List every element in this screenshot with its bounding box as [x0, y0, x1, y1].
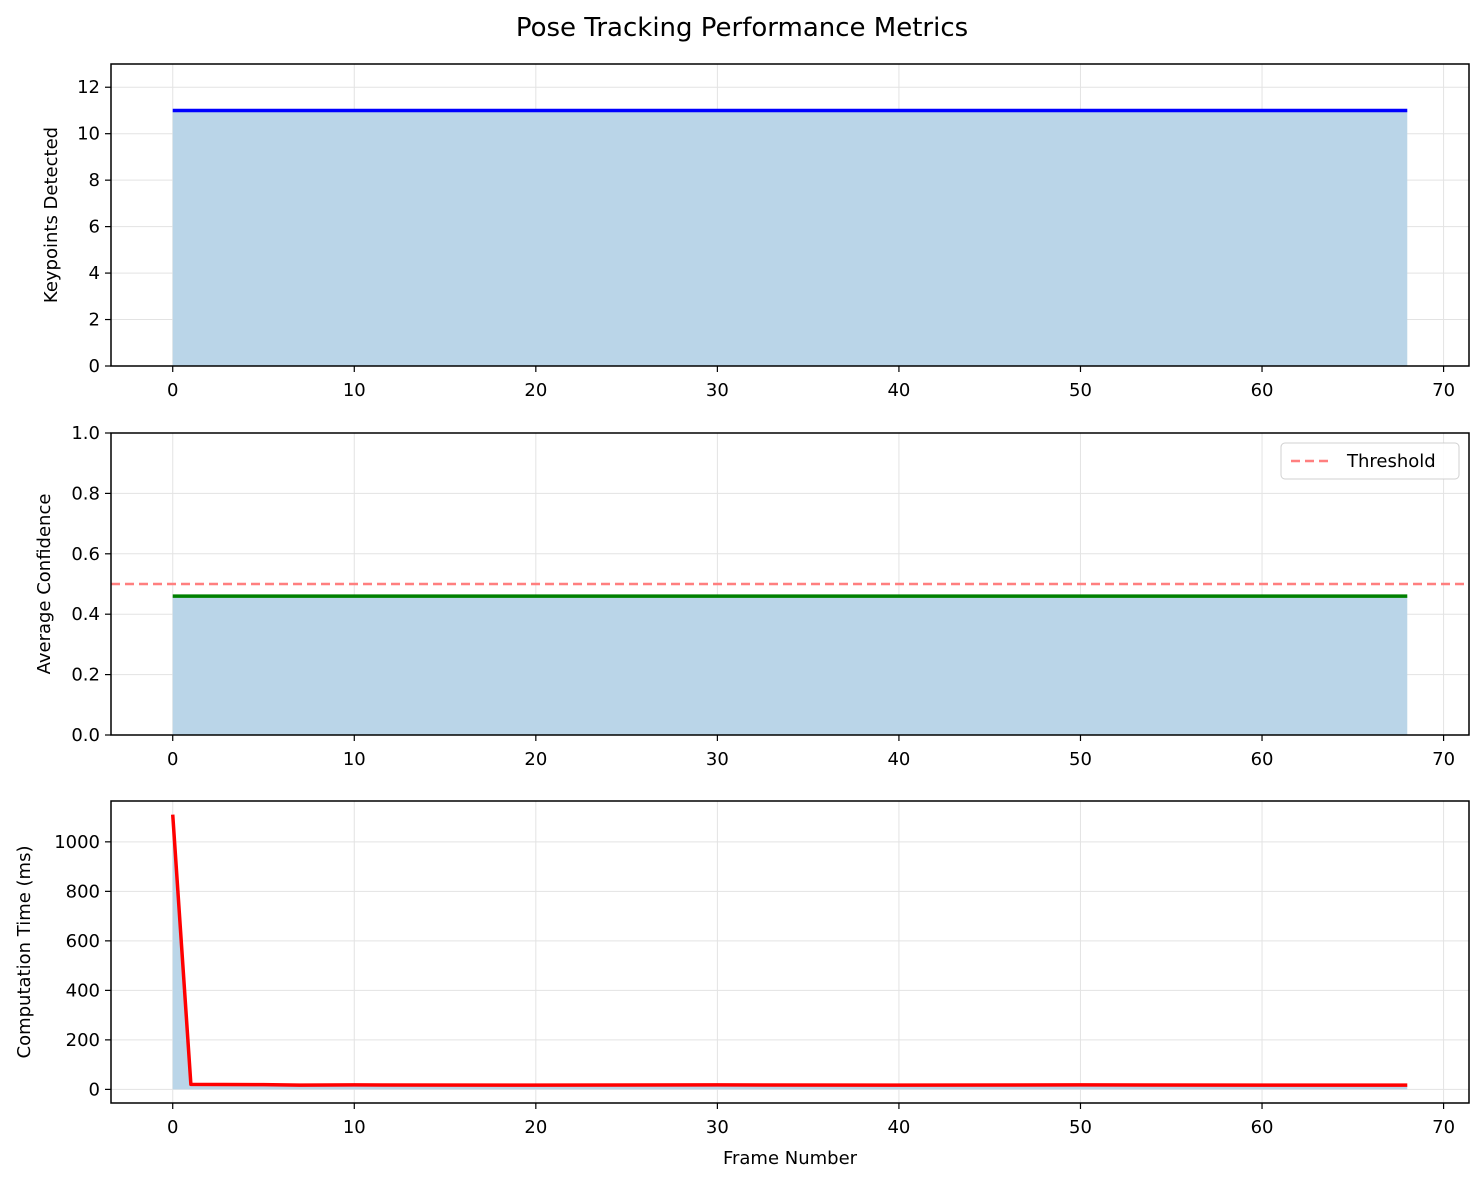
x-axis-label: Frame Number — [723, 1148, 858, 1169]
x-tick-label: 30 — [706, 380, 729, 401]
x-tick-label: 30 — [706, 1117, 729, 1138]
series-area — [172, 110, 1408, 366]
x-tick-label: 60 — [1251, 380, 1274, 401]
x-tick-label: 10 — [343, 1117, 366, 1138]
panel-computation-time: 0 10 20 30 40 50 60 70 0 200 400 600 800 1000 Computat… — [14, 800, 1470, 1169]
y-tick-label: 0 — [89, 1079, 100, 1100]
series-line — [170, 814, 1408, 1087]
x-tick-label: 60 — [1251, 1117, 1274, 1138]
x-tick-label: 60 — [1251, 749, 1274, 770]
y-tick-label: 1000 — [54, 832, 100, 853]
x-tick-label: 30 — [706, 749, 729, 770]
x-tick-label: 0 — [167, 749, 178, 770]
y-tick-label: 12 — [77, 77, 100, 98]
y-tick-label: 10 — [77, 124, 100, 145]
y-tick-label: 0 — [89, 356, 100, 377]
panel-keypoints: 0 10 20 30 40 50 60 70 0 2 4 6 8 10 12 Keypoints Detect… — [41, 63, 1470, 401]
x-tick-label: 70 — [1432, 380, 1455, 401]
x-tick-label: 0 — [167, 1117, 178, 1138]
y-tick-label: 0.8 — [71, 483, 100, 504]
x-tick-label: 20 — [524, 1117, 547, 1138]
y-tick-label: 0.6 — [71, 544, 100, 565]
y-tick-label: 1.0 — [71, 423, 100, 444]
y-axis-label: Computation Time (ms) — [14, 846, 35, 1059]
y-tick-label: 0.0 — [71, 725, 100, 746]
y-tick-label: 200 — [66, 1030, 100, 1051]
x-tick-label: 50 — [1069, 749, 1092, 770]
series-area — [172, 596, 1408, 735]
x-tick-label: 70 — [1432, 1117, 1455, 1138]
y-tick-label: 8 — [89, 170, 100, 191]
y-axis-label: Average Confidence — [34, 494, 55, 675]
y-axis-label: Keypoints Detected — [41, 127, 62, 303]
y-tick-label: 6 — [89, 217, 100, 238]
figure-title: Pose Tracking Performance Metrics — [516, 13, 968, 43]
x-tick-label: 20 — [524, 749, 547, 770]
x-tick-label: 10 — [343, 749, 366, 770]
y-tick-label: 0.4 — [71, 604, 100, 625]
x-tick-label: 10 — [343, 380, 366, 401]
y-tick-label: 4 — [89, 263, 100, 284]
series-area — [172, 814, 1408, 1090]
y-tick-label: 800 — [66, 881, 100, 902]
x-tick-label: 40 — [887, 749, 910, 770]
x-tick-label: 20 — [524, 380, 547, 401]
x-tick-label: 50 — [1069, 380, 1092, 401]
x-tick-label: 70 — [1432, 749, 1455, 770]
x-tick-label: 40 — [887, 1117, 910, 1138]
y-tick-label: 400 — [66, 980, 100, 1001]
axes-frame — [110, 800, 1470, 1104]
x-tick-label: 40 — [887, 380, 910, 401]
x-tick-label: 50 — [1069, 1117, 1092, 1138]
legend-box — [1280, 442, 1460, 480]
x-tick-label: 0 — [167, 380, 178, 401]
y-tick-label: 0.2 — [71, 665, 100, 686]
axes-frame — [110, 63, 1470, 367]
axes-frame — [110, 432, 1470, 736]
legend-label: Threshold — [1346, 451, 1436, 472]
y-tick-label: 600 — [66, 931, 100, 952]
y-tick-label: 2 — [89, 310, 100, 331]
panel-confidence: Threshold 0 10 20 30 40 50 60 70 0.0 0.2 0.4 0.6 0.8 1… — [34, 423, 1470, 770]
